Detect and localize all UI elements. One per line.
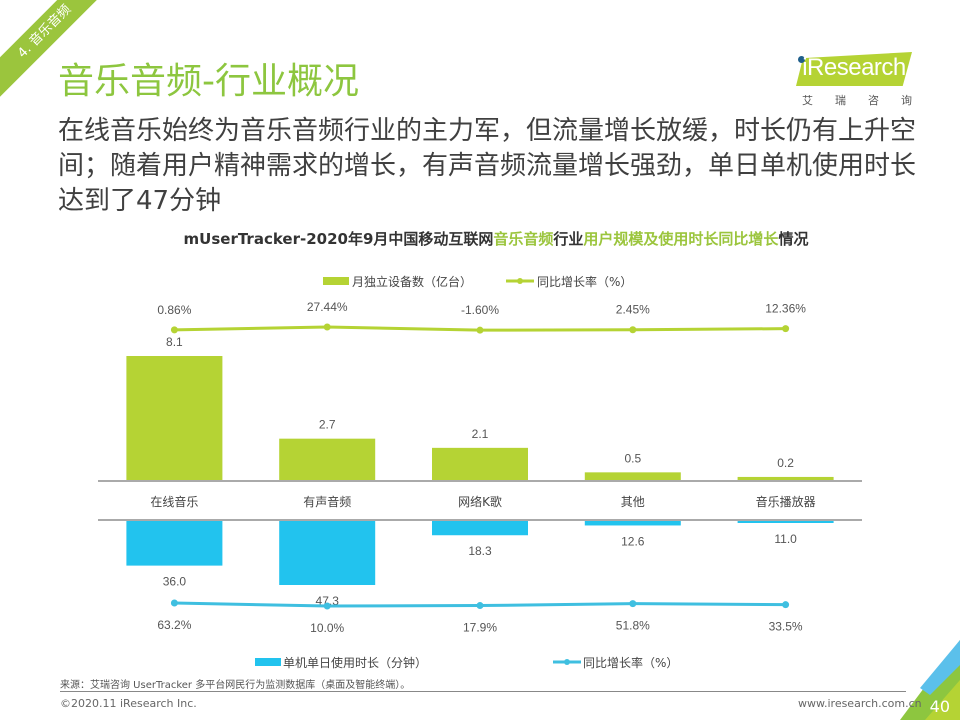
chart-title-part: 音乐音频 xyxy=(493,230,554,248)
footer-divider xyxy=(60,691,906,692)
upper-growth-point xyxy=(323,323,331,331)
chart-title-part: mUserTracker-2020年9月中国移动互联网 xyxy=(183,230,494,248)
upper-growth-label: 12.36% xyxy=(765,302,806,316)
logo-cn-char: 询 xyxy=(901,94,912,107)
legend-swatch-duration xyxy=(255,658,281,666)
chart-title-part: 行业 xyxy=(553,230,584,248)
legend-marker-growth xyxy=(517,278,523,284)
legend-swatch-devices xyxy=(323,277,349,285)
upper-growth-label: 27.44% xyxy=(307,300,348,314)
device-bar-label: 2.7 xyxy=(319,418,336,432)
logo-cn-char: 瑞 xyxy=(835,94,846,107)
upper-growth-line: 0.86% 27.44% -1.60% 2.45% 12.36% xyxy=(157,300,806,334)
lower-growth-label: 33.5% xyxy=(769,620,803,634)
logo-brand: iResearch xyxy=(802,54,906,81)
duration-bar-label: 12.6 xyxy=(621,534,645,548)
device-bar-label: 8.1 xyxy=(166,335,183,349)
device-bar xyxy=(126,356,223,480)
category-label: 音乐播放器 xyxy=(756,494,816,509)
category-labels: 在线音乐 有声音频 网络K歌 其他 音乐播放器 xyxy=(150,494,815,509)
logo-brand-cn: 艾 瑞 咨 询 xyxy=(802,92,912,108)
upper-bars: 8.1 2.7 2.1 0.5 0.2 xyxy=(126,335,834,480)
category-label: 在线音乐 xyxy=(150,494,198,509)
lower-growth-point xyxy=(323,602,331,610)
category-label: 有声音频 xyxy=(303,494,351,509)
duration-bar xyxy=(279,521,376,585)
upper-growth-point xyxy=(476,326,484,334)
lower-growth-label: 10.0% xyxy=(310,621,344,635)
corner-decoration-blue xyxy=(920,640,960,695)
corner-decoration-lime xyxy=(925,680,960,720)
upper-growth-label: 2.45% xyxy=(616,303,650,317)
lower-growth-label: 17.9% xyxy=(463,621,497,635)
logo-cn-char: 咨 xyxy=(868,94,879,107)
lower-growth-point xyxy=(170,599,178,607)
device-bar xyxy=(279,438,376,480)
device-bar xyxy=(737,476,834,480)
logo-dot-icon xyxy=(798,56,805,63)
lower-bars: 36.047.318.312.6 11.0 xyxy=(126,521,834,608)
iresearch-logo: iResearch 艾 瑞 咨 询 xyxy=(782,52,912,112)
duration-bar xyxy=(126,521,223,566)
upper-growth-label: 0.86% xyxy=(157,303,191,317)
logo-background xyxy=(796,52,912,86)
lower-growth-point xyxy=(629,600,637,608)
lower-growth-point xyxy=(782,601,790,609)
lower-growth-label: 63.2% xyxy=(157,618,191,632)
device-bar-label: 0.5 xyxy=(624,451,641,465)
device-bar-label: 0.2 xyxy=(777,456,794,470)
category-label: 网络K歌 xyxy=(458,494,502,509)
duration-bar-label: 11.0 xyxy=(774,532,797,546)
legend-label-duration: 单机单日使用时长（分钟） xyxy=(283,655,427,670)
lower-growth-line: 63.2% 10.0% 17.9% 51.8% 33.5% xyxy=(157,599,803,635)
duration-bar xyxy=(432,521,528,536)
website-link[interactable]: www.iresearch.com.cn xyxy=(798,697,922,710)
logo-cn-char: 艾 xyxy=(802,94,813,107)
legend-label-growth: 同比增长率（%） xyxy=(537,274,632,289)
device-bar xyxy=(432,447,528,480)
copyright: ©2020.11 iResearch Inc. xyxy=(60,697,197,710)
legend-label-growth-lower: 同比增长率（%） xyxy=(583,655,678,670)
device-bar-label: 2.1 xyxy=(472,427,489,441)
upper-growth-point xyxy=(629,326,637,334)
lower-legend: 单机单日使用时长（分钟） 同比增长率（%） xyxy=(255,655,678,670)
duration-bar xyxy=(584,521,681,526)
duration-bar xyxy=(737,521,834,523)
headline: 在线音乐始终为音乐音频行业的主力军，但流量增长放缓，时长仍有上升空间；随着用户精… xyxy=(58,116,917,216)
legend-marker-growth-lower xyxy=(564,659,570,665)
device-bar xyxy=(584,472,681,480)
upper-growth-label: -1.60% xyxy=(461,303,499,317)
source-note: 来源：艾瑞咨询 UserTracker 多平台网民行为监测数据库（桌面及智能终端… xyxy=(60,680,411,691)
upper-growth-point xyxy=(782,325,790,333)
duration-bar-label: 36.0 xyxy=(163,575,187,589)
page-title: 音乐音频-行业概况 xyxy=(58,61,359,102)
lower-growth-point xyxy=(476,602,484,610)
duration-bar-label: 18.3 xyxy=(468,544,492,558)
page-number: 40 xyxy=(929,697,950,716)
upper-growth-point xyxy=(170,326,178,334)
legend-label-devices: 月独立设备数（亿台） xyxy=(352,274,472,289)
category-label: 其他 xyxy=(621,495,645,509)
chart-title-part: 用户规模及使用时长同比增长 xyxy=(583,230,779,248)
chart-title-part: 情况 xyxy=(778,230,809,248)
chart-title: mUserTracker-2020年9月中国移动互联网音乐音频行业用户规模及使用… xyxy=(96,228,896,249)
upper-legend: 月独立设备数（亿台） 同比增长率（%） xyxy=(323,274,632,289)
lower-growth-label: 51.8% xyxy=(616,619,650,633)
